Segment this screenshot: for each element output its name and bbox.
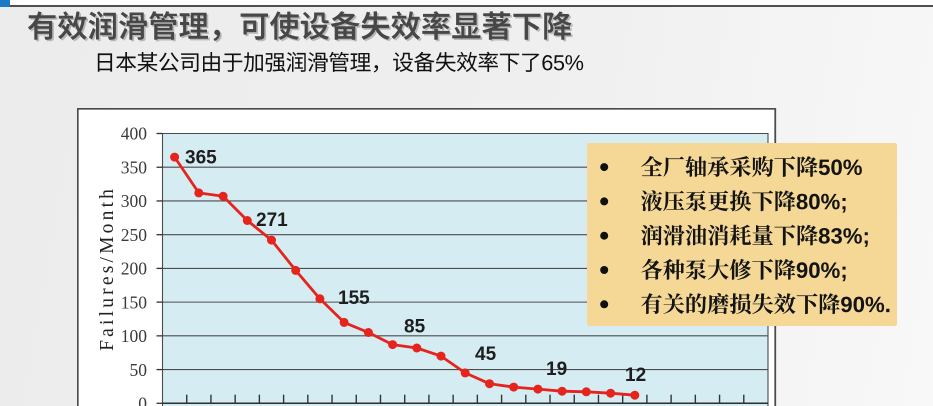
- svg-text:Failures/Month: Failures/Month: [97, 186, 118, 351]
- svg-text:200: 200: [121, 259, 148, 279]
- svg-text:12: 12: [625, 365, 646, 386]
- svg-text:250: 250: [121, 225, 148, 245]
- svg-text:19: 19: [546, 359, 567, 380]
- svg-text:100: 100: [121, 326, 148, 346]
- svg-text:50: 50: [130, 360, 148, 380]
- svg-text:0: 0: [138, 394, 147, 406]
- svg-text:300: 300: [121, 191, 148, 211]
- svg-text:150: 150: [121, 292, 148, 312]
- svg-text:45: 45: [475, 344, 497, 365]
- svg-text:85: 85: [404, 317, 426, 338]
- svg-text:400: 400: [121, 124, 148, 144]
- svg-text:271: 271: [256, 210, 288, 231]
- svg-text:350: 350: [121, 157, 148, 177]
- svg-text:365: 365: [185, 148, 217, 169]
- svg-text:155: 155: [338, 288, 370, 309]
